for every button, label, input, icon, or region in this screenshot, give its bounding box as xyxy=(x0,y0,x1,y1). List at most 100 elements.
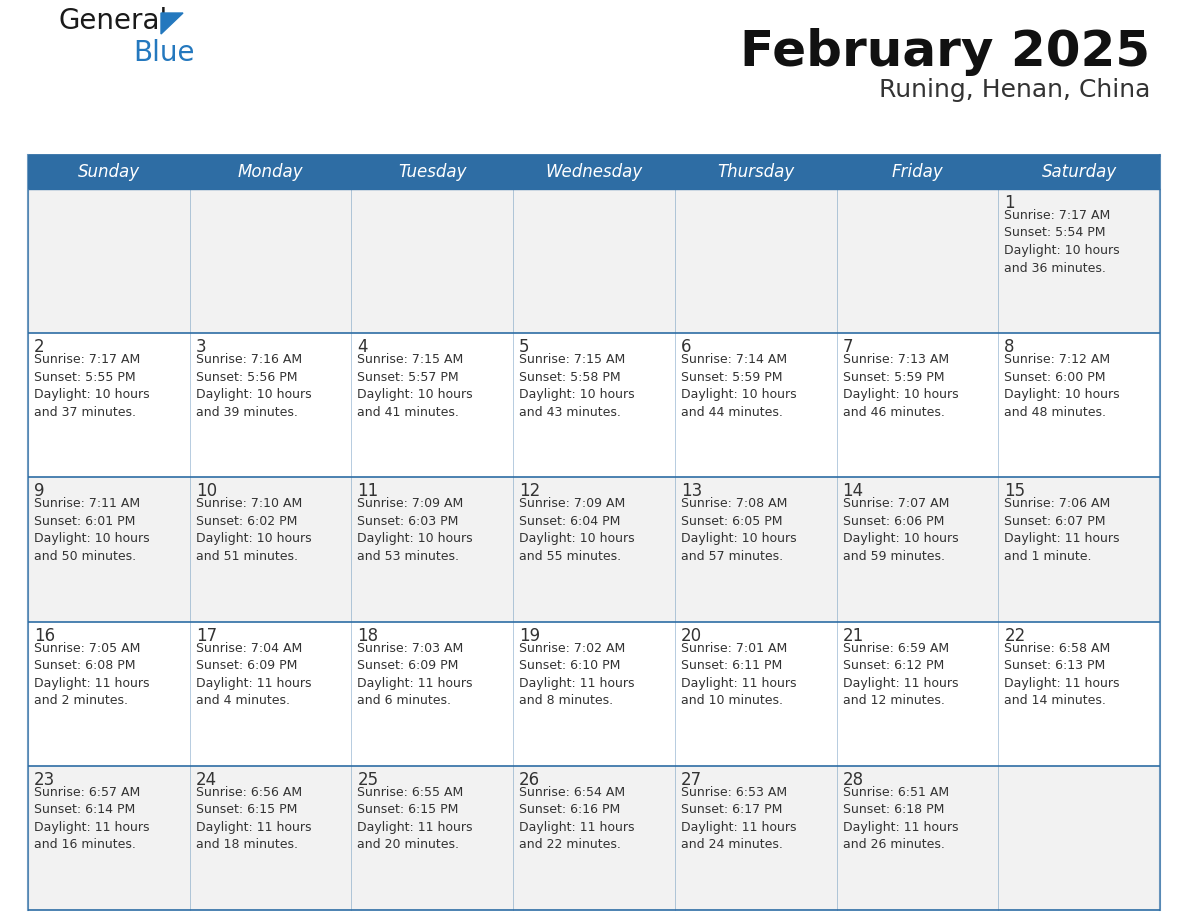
Text: Sunrise: 7:11 AM
Sunset: 6:01 PM
Daylight: 10 hours
and 50 minutes.: Sunrise: 7:11 AM Sunset: 6:01 PM Dayligh… xyxy=(34,498,150,563)
Text: 11: 11 xyxy=(358,482,379,500)
Text: 27: 27 xyxy=(681,771,702,789)
Text: 15: 15 xyxy=(1004,482,1025,500)
Bar xyxy=(998,621,1159,766)
Bar xyxy=(29,189,190,333)
Text: Sunrise: 7:15 AM
Sunset: 5:57 PM
Daylight: 10 hours
and 41 minutes.: Sunrise: 7:15 AM Sunset: 5:57 PM Dayligh… xyxy=(358,353,473,419)
Text: 7: 7 xyxy=(842,338,853,356)
Bar xyxy=(998,766,1159,910)
Bar xyxy=(998,155,1159,189)
Bar xyxy=(352,189,513,333)
Text: 6: 6 xyxy=(681,338,691,356)
Text: Sunrise: 6:55 AM
Sunset: 6:15 PM
Daylight: 11 hours
and 20 minutes.: Sunrise: 6:55 AM Sunset: 6:15 PM Dayligh… xyxy=(358,786,473,851)
Bar xyxy=(513,333,675,477)
Bar xyxy=(190,333,352,477)
Text: Runing, Henan, China: Runing, Henan, China xyxy=(879,78,1150,102)
Text: 3: 3 xyxy=(196,338,207,356)
Text: 9: 9 xyxy=(34,482,44,500)
Text: Sunrise: 7:17 AM
Sunset: 5:55 PM
Daylight: 10 hours
and 37 minutes.: Sunrise: 7:17 AM Sunset: 5:55 PM Dayligh… xyxy=(34,353,150,419)
Bar xyxy=(513,155,675,189)
Text: Sunrise: 7:01 AM
Sunset: 6:11 PM
Daylight: 11 hours
and 10 minutes.: Sunrise: 7:01 AM Sunset: 6:11 PM Dayligh… xyxy=(681,642,796,707)
Text: 13: 13 xyxy=(681,482,702,500)
Bar xyxy=(836,189,998,333)
Text: 18: 18 xyxy=(358,627,379,644)
Text: General: General xyxy=(58,7,168,35)
Text: 17: 17 xyxy=(196,627,217,644)
Bar xyxy=(29,155,190,189)
Text: Sunrise: 7:14 AM
Sunset: 5:59 PM
Daylight: 10 hours
and 44 minutes.: Sunrise: 7:14 AM Sunset: 5:59 PM Dayligh… xyxy=(681,353,796,419)
Polygon shape xyxy=(162,13,183,34)
Bar xyxy=(513,477,675,621)
Bar xyxy=(190,155,352,189)
Bar xyxy=(836,155,998,189)
Bar xyxy=(29,621,190,766)
Bar xyxy=(998,477,1159,621)
Text: Blue: Blue xyxy=(133,39,195,67)
Bar xyxy=(513,766,675,910)
Text: Sunrise: 6:57 AM
Sunset: 6:14 PM
Daylight: 11 hours
and 16 minutes.: Sunrise: 6:57 AM Sunset: 6:14 PM Dayligh… xyxy=(34,786,150,851)
Text: Friday: Friday xyxy=(891,163,943,181)
Text: 25: 25 xyxy=(358,771,379,789)
Text: Sunday: Sunday xyxy=(77,163,140,181)
Text: 10: 10 xyxy=(196,482,217,500)
Text: 21: 21 xyxy=(842,627,864,644)
Bar xyxy=(29,333,190,477)
Text: Sunrise: 7:12 AM
Sunset: 6:00 PM
Daylight: 10 hours
and 48 minutes.: Sunrise: 7:12 AM Sunset: 6:00 PM Dayligh… xyxy=(1004,353,1120,419)
Text: 20: 20 xyxy=(681,627,702,644)
Text: 23: 23 xyxy=(34,771,56,789)
Text: Sunrise: 7:06 AM
Sunset: 6:07 PM
Daylight: 11 hours
and 1 minute.: Sunrise: 7:06 AM Sunset: 6:07 PM Dayligh… xyxy=(1004,498,1120,563)
Text: Thursday: Thursday xyxy=(718,163,795,181)
Text: 5: 5 xyxy=(519,338,530,356)
Bar xyxy=(29,477,190,621)
Bar xyxy=(675,333,836,477)
Bar xyxy=(190,766,352,910)
Text: 28: 28 xyxy=(842,771,864,789)
Text: Sunrise: 7:04 AM
Sunset: 6:09 PM
Daylight: 11 hours
and 4 minutes.: Sunrise: 7:04 AM Sunset: 6:09 PM Dayligh… xyxy=(196,642,311,707)
Bar xyxy=(352,477,513,621)
Text: 8: 8 xyxy=(1004,338,1015,356)
Text: Sunrise: 6:56 AM
Sunset: 6:15 PM
Daylight: 11 hours
and 18 minutes.: Sunrise: 6:56 AM Sunset: 6:15 PM Dayligh… xyxy=(196,786,311,851)
Bar xyxy=(836,333,998,477)
Bar xyxy=(513,189,675,333)
Bar xyxy=(29,766,190,910)
Text: 4: 4 xyxy=(358,338,368,356)
Text: Wednesday: Wednesday xyxy=(545,163,643,181)
Text: 12: 12 xyxy=(519,482,541,500)
Text: 24: 24 xyxy=(196,771,217,789)
Bar xyxy=(675,621,836,766)
Bar xyxy=(352,621,513,766)
Text: Sunrise: 6:58 AM
Sunset: 6:13 PM
Daylight: 11 hours
and 14 minutes.: Sunrise: 6:58 AM Sunset: 6:13 PM Dayligh… xyxy=(1004,642,1120,707)
Text: 1: 1 xyxy=(1004,194,1015,212)
Text: 14: 14 xyxy=(842,482,864,500)
Text: Sunrise: 7:07 AM
Sunset: 6:06 PM
Daylight: 10 hours
and 59 minutes.: Sunrise: 7:07 AM Sunset: 6:06 PM Dayligh… xyxy=(842,498,959,563)
Bar xyxy=(352,333,513,477)
Text: Sunrise: 6:51 AM
Sunset: 6:18 PM
Daylight: 11 hours
and 26 minutes.: Sunrise: 6:51 AM Sunset: 6:18 PM Dayligh… xyxy=(842,786,958,851)
Text: Sunrise: 7:09 AM
Sunset: 6:03 PM
Daylight: 10 hours
and 53 minutes.: Sunrise: 7:09 AM Sunset: 6:03 PM Dayligh… xyxy=(358,498,473,563)
Text: 19: 19 xyxy=(519,627,541,644)
Bar xyxy=(352,155,513,189)
Text: Sunrise: 7:08 AM
Sunset: 6:05 PM
Daylight: 10 hours
and 57 minutes.: Sunrise: 7:08 AM Sunset: 6:05 PM Dayligh… xyxy=(681,498,796,563)
Text: 16: 16 xyxy=(34,627,55,644)
Bar xyxy=(190,621,352,766)
Text: Sunrise: 7:15 AM
Sunset: 5:58 PM
Daylight: 10 hours
and 43 minutes.: Sunrise: 7:15 AM Sunset: 5:58 PM Dayligh… xyxy=(519,353,634,419)
Bar xyxy=(190,477,352,621)
Text: Sunrise: 7:02 AM
Sunset: 6:10 PM
Daylight: 11 hours
and 8 minutes.: Sunrise: 7:02 AM Sunset: 6:10 PM Dayligh… xyxy=(519,642,634,707)
Bar xyxy=(190,189,352,333)
Bar xyxy=(998,189,1159,333)
Text: Sunrise: 6:53 AM
Sunset: 6:17 PM
Daylight: 11 hours
and 24 minutes.: Sunrise: 6:53 AM Sunset: 6:17 PM Dayligh… xyxy=(681,786,796,851)
Text: 26: 26 xyxy=(519,771,541,789)
Bar xyxy=(836,766,998,910)
Bar xyxy=(675,477,836,621)
Text: Sunrise: 7:16 AM
Sunset: 5:56 PM
Daylight: 10 hours
and 39 minutes.: Sunrise: 7:16 AM Sunset: 5:56 PM Dayligh… xyxy=(196,353,311,419)
Text: Sunrise: 7:05 AM
Sunset: 6:08 PM
Daylight: 11 hours
and 2 minutes.: Sunrise: 7:05 AM Sunset: 6:08 PM Dayligh… xyxy=(34,642,150,707)
Text: Saturday: Saturday xyxy=(1042,163,1117,181)
Bar xyxy=(836,621,998,766)
Bar xyxy=(836,477,998,621)
Text: Sunrise: 6:59 AM
Sunset: 6:12 PM
Daylight: 11 hours
and 12 minutes.: Sunrise: 6:59 AM Sunset: 6:12 PM Dayligh… xyxy=(842,642,958,707)
Text: Sunrise: 7:09 AM
Sunset: 6:04 PM
Daylight: 10 hours
and 55 minutes.: Sunrise: 7:09 AM Sunset: 6:04 PM Dayligh… xyxy=(519,498,634,563)
Text: Monday: Monday xyxy=(238,163,303,181)
Text: Sunrise: 7:13 AM
Sunset: 5:59 PM
Daylight: 10 hours
and 46 minutes.: Sunrise: 7:13 AM Sunset: 5:59 PM Dayligh… xyxy=(842,353,959,419)
Text: Sunrise: 7:03 AM
Sunset: 6:09 PM
Daylight: 11 hours
and 6 minutes.: Sunrise: 7:03 AM Sunset: 6:09 PM Dayligh… xyxy=(358,642,473,707)
Bar xyxy=(675,766,836,910)
Bar xyxy=(675,155,836,189)
Text: 2: 2 xyxy=(34,338,45,356)
